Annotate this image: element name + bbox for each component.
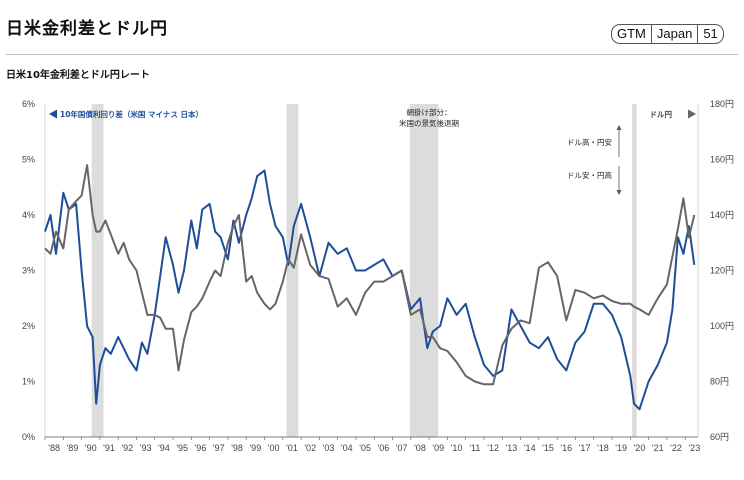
x-tick-label: '17	[579, 443, 591, 453]
x-tick-label: '19	[615, 443, 627, 453]
recession-band-1	[286, 104, 299, 437]
y-left-tick-label: 5%	[22, 155, 35, 165]
recession-shading	[91, 104, 637, 437]
header-divider	[6, 54, 738, 55]
page-title: 日米金利差とドル円	[6, 19, 168, 39]
y-left-tick-label: 6%	[22, 99, 35, 109]
x-tick-label: '16	[560, 443, 572, 453]
x-tick-label: '89	[67, 443, 79, 453]
y-left-tick-label: 1%	[22, 377, 35, 387]
y-left-tick-label: 2%	[22, 321, 35, 331]
x-tick-label: '08	[414, 443, 426, 453]
y-axis-right: 60円 80円 100円 120円 140円 160円 180円	[710, 99, 734, 442]
chart-title: 日米10年金利差とドル円レート	[6, 70, 150, 81]
arrow-down-head	[616, 190, 622, 195]
x-tick-label: '20	[634, 443, 646, 453]
y-right-tick-label: 100円	[710, 321, 734, 331]
x-tick-label: '01	[286, 443, 298, 453]
annotations: 10年国債利回り差（米国 マイナス 日本） ドル円 網掛け部分： 米国の景気後退…	[49, 107, 696, 195]
y-right-tick-label: 180円	[710, 99, 734, 109]
x-tick-label: '11	[469, 443, 480, 453]
legend-right-arrow-icon	[688, 109, 696, 119]
x-tick-label: '18	[597, 443, 609, 453]
x-tick-label: '88	[48, 443, 60, 453]
x-tick-label: '23	[688, 443, 700, 453]
x-tick-label: '98	[231, 443, 243, 453]
x-tick-label: '00	[268, 443, 280, 453]
shading-note-line2: 米国の景気後退期	[399, 118, 459, 128]
y-right-tick-label: 60円	[710, 432, 729, 442]
x-tick-label: '06	[378, 443, 390, 453]
grid	[44, 104, 699, 438]
arrow-up-head	[616, 125, 622, 130]
shading-note-line1: 網掛け部分：	[407, 107, 452, 117]
yield-spread-line	[44, 169, 696, 411]
y-right-tick-label: 120円	[710, 266, 734, 276]
x-tick-label: '04	[341, 443, 353, 453]
badge-page-number: 51	[697, 25, 722, 43]
x-tick-label: '97	[213, 443, 225, 453]
y-left-tick-label: 0%	[22, 432, 35, 442]
arrow-up-label: ドル高・円安	[567, 137, 612, 147]
legend-left-arrow-icon	[49, 109, 57, 119]
x-tick-label: '15	[542, 443, 554, 453]
x-tick-label: '07	[396, 443, 408, 453]
y-left-tick-label: 4%	[22, 210, 35, 220]
recession-band-2	[409, 104, 439, 437]
y-axis-left: 0% 1% 2% 3% 4% 5% 6%	[22, 99, 35, 442]
legend-right-label: ドル円	[650, 110, 673, 119]
recession-band-0	[91, 104, 104, 437]
x-tick-label: '91	[103, 443, 115, 453]
x-tick-label: '95	[176, 443, 188, 453]
y-right-tick-label: 140円	[710, 210, 734, 220]
x-tick-label: '12	[487, 443, 499, 453]
x-tick-label: '13	[506, 443, 518, 453]
badge-gtm: GTM	[617, 26, 646, 41]
x-tick-label: '94	[158, 443, 170, 453]
y-right-tick-label: 160円	[710, 155, 734, 165]
x-tick-label: '99	[249, 443, 261, 453]
usdjpy-line	[44, 164, 696, 386]
x-tick-label: '05	[359, 443, 371, 453]
x-tick-label: '03	[323, 443, 335, 453]
x-axis: '88 '89 '90 '91 '92 '93 '94 '95 '96 '97 '98 '99 '00 '…	[44, 437, 700, 453]
series-lines	[44, 164, 696, 411]
legend-left-label: 10年国債利回り差（米国 マイナス 日本）	[60, 109, 203, 119]
recession-band-3	[632, 104, 637, 437]
arrow-down-label: ドル安・円高	[567, 170, 612, 180]
x-tick-label: '92	[121, 443, 133, 453]
x-tick-label: '02	[304, 443, 316, 453]
y-left-tick-label: 3%	[22, 266, 35, 276]
x-tick-label: '21	[652, 443, 664, 453]
x-tick-label: '96	[195, 443, 207, 453]
y-right-tick-label: 80円	[710, 377, 729, 387]
x-tick-label: '90	[85, 443, 97, 453]
x-tick-label: '14	[524, 443, 536, 453]
x-tick-label: '10	[451, 443, 463, 453]
x-tick-label: '93	[140, 443, 152, 453]
badge-country: Japan	[650, 25, 697, 43]
x-tick-label: '09	[432, 443, 444, 453]
x-tick-label: '22	[670, 443, 682, 453]
page-badge: GTM Japan 51	[611, 24, 724, 44]
